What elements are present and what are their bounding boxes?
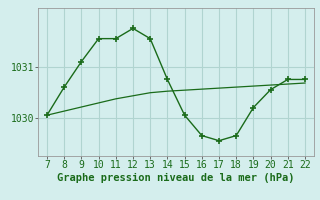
X-axis label: Graphe pression niveau de la mer (hPa): Graphe pression niveau de la mer (hPa) — [57, 173, 295, 183]
